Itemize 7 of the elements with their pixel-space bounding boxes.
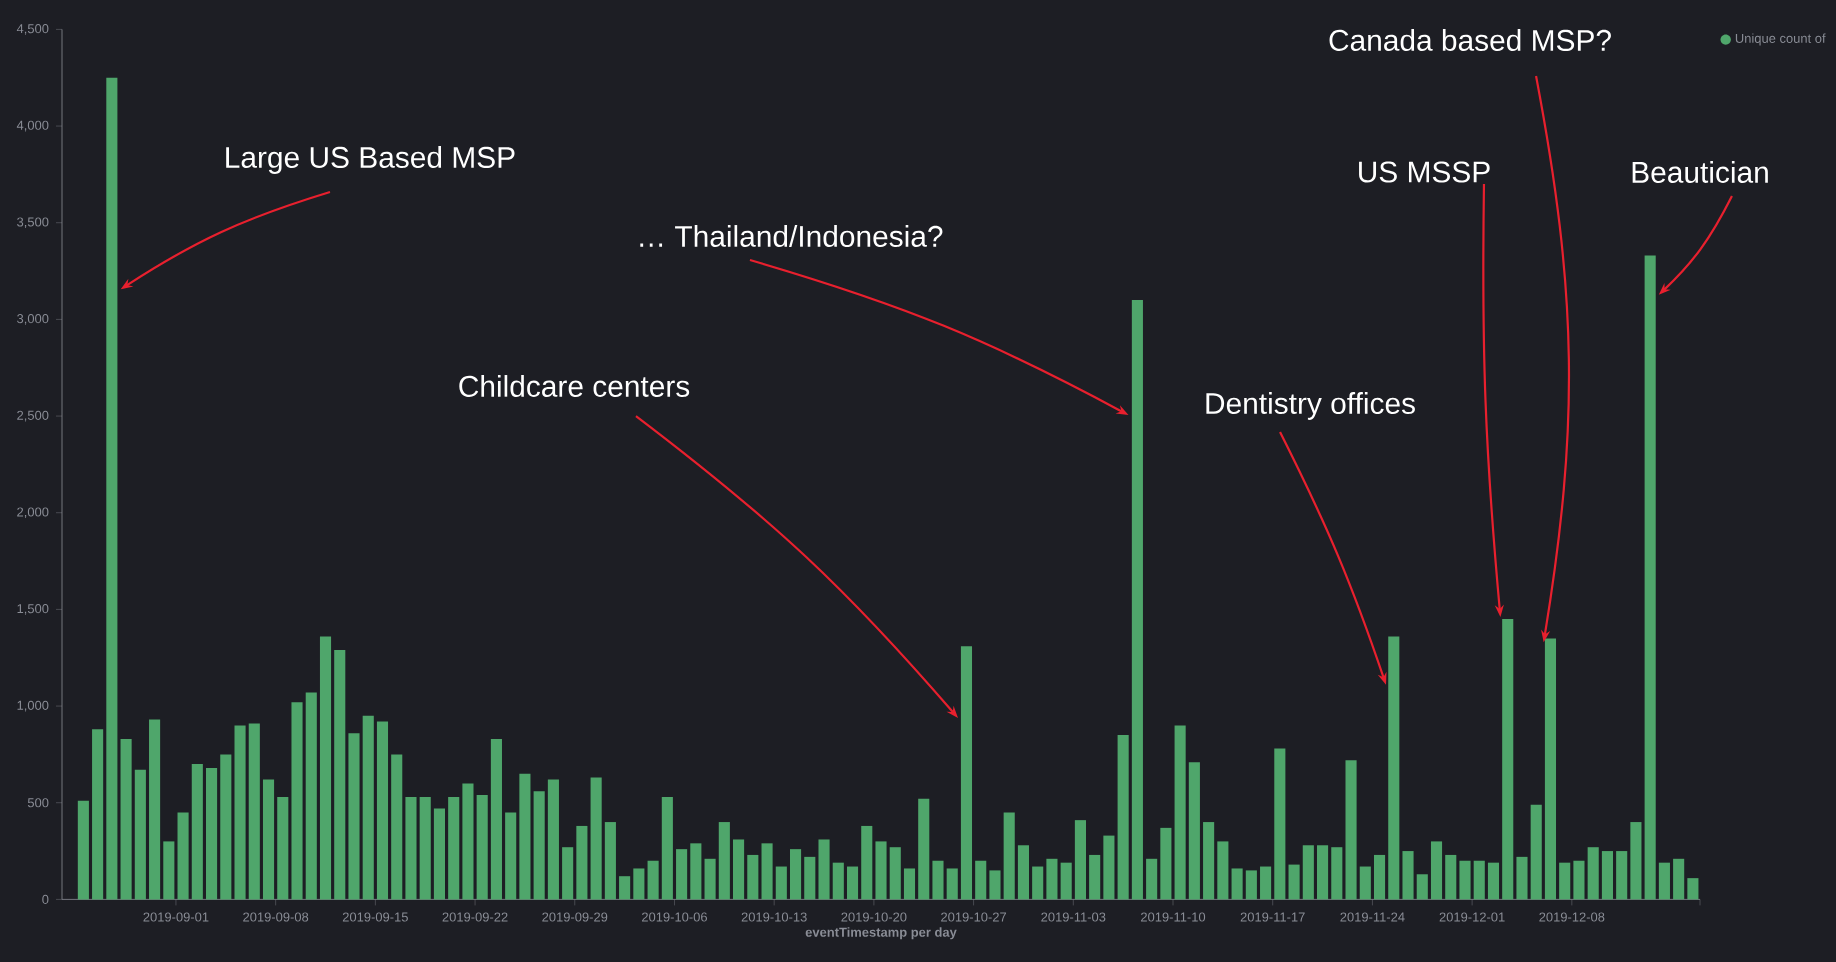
annotation: Childcare centers <box>459 375 690 397</box>
annotation: Large US Based MSP <box>226 146 515 174</box>
annotation: Beautician <box>1632 161 1768 183</box>
annotation: US MSSP <box>1359 161 1490 183</box>
annotation: Canada based MSP? <box>1329 29 1611 51</box>
annotation: Dentistry offices <box>1206 392 1415 420</box>
annotation: … Thailand/Indonesia? <box>640 225 943 247</box>
